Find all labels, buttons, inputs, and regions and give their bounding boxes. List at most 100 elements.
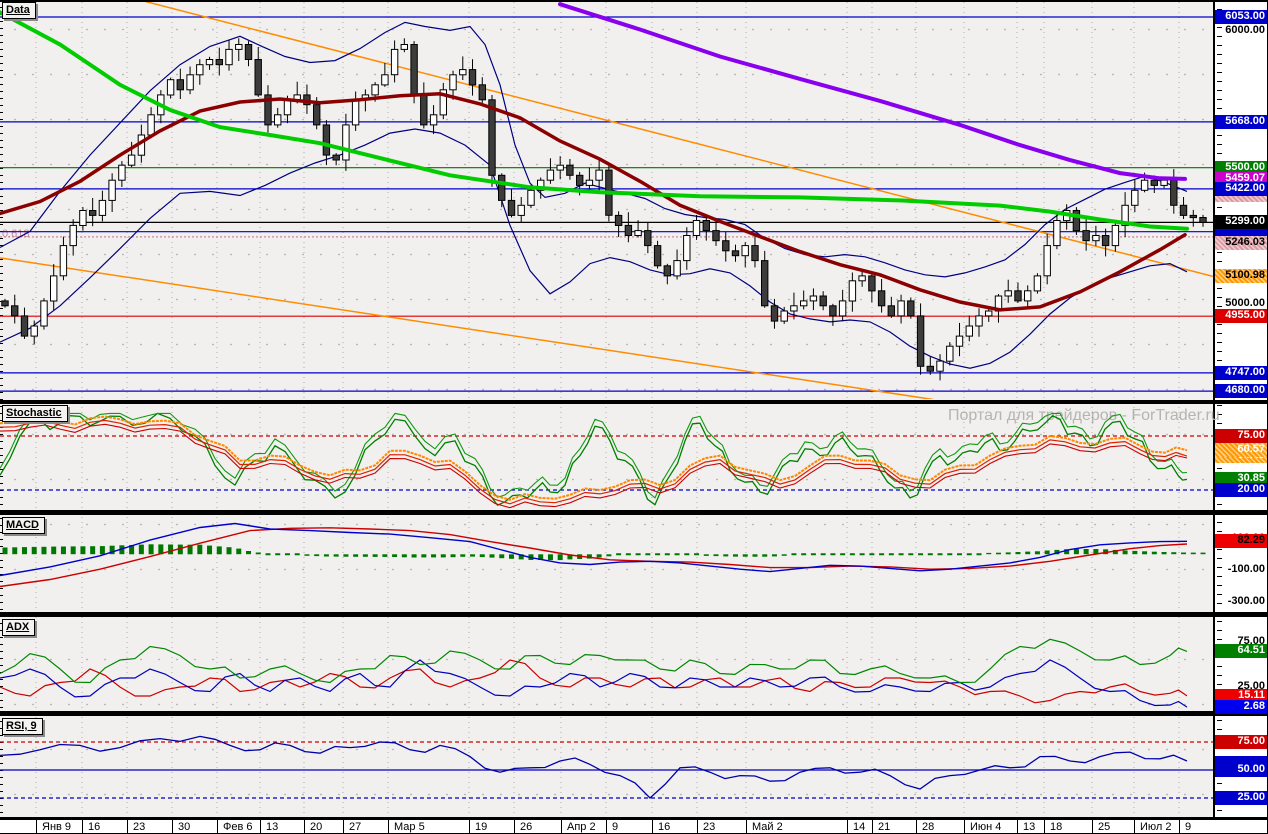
trendline-lower <box>0 257 935 399</box>
stoch-orange <box>0 415 1188 501</box>
price-tag-4680.00: 4680.00 <box>1215 384 1268 398</box>
ma-green <box>0 10 1189 231</box>
time-axis-label: 13 <box>266 821 279 833</box>
main-chart <box>0 2 1213 399</box>
time-axis-label: 26 <box>520 821 533 833</box>
rsi-line <box>0 735 1188 799</box>
price-axis[interactable] <box>1213 0 1268 819</box>
time-axis-tick <box>561 820 562 834</box>
trendline-upper <box>144 2 1213 278</box>
price-axis-ticks <box>1217 0 1222 819</box>
adx-line <box>0 638 1188 684</box>
time-axis-tick <box>1044 820 1045 834</box>
time-axis-label: 21 <box>878 821 891 833</box>
macd-panel <box>0 522 1206 588</box>
price-tag-5422.00: 5422.00 <box>1215 182 1268 196</box>
price-tag-5299.00: 5299.00 <box>1215 215 1268 229</box>
price-tag-4955.00: 4955.00 <box>1215 309 1268 323</box>
rsi-panel <box>0 735 1213 799</box>
time-axis-tick <box>697 820 698 834</box>
panel-separator[interactable] <box>0 711 1268 716</box>
time-axis-tick <box>304 820 305 834</box>
price-tag-5246.03: 5246.03 <box>1215 236 1268 250</box>
adx-minus-di <box>0 659 1188 704</box>
time-axis-tick <box>746 820 747 834</box>
panel-title-adx[interactable]: ADX <box>2 619 36 636</box>
panel-separator[interactable] <box>0 612 1268 617</box>
price-tag-4747.00: 4747.00 <box>1215 366 1268 380</box>
time-axis-tick <box>388 820 389 834</box>
time-axis-tick <box>82 820 83 834</box>
time-axis-tick <box>872 820 873 834</box>
ma-purple <box>558 2 1187 181</box>
time-axis-label: 27 <box>349 821 362 833</box>
time-axis-label: 30 <box>178 821 191 833</box>
time-axis-label: 23 <box>133 821 146 833</box>
price-tag-50.00: 50.00 <box>1215 763 1268 777</box>
price-tag-5668.00: 5668.00 <box>1215 115 1268 129</box>
time-axis-tick <box>847 820 848 834</box>
time-axis-label: 18 <box>1050 821 1063 833</box>
time-axis[interactable]: Янв 9 16 23 30 Фев 6 13 20 27 Мар 5 19 26 Апр 2 9 16 2… <box>0 819 1268 834</box>
time-axis-tick <box>606 820 607 834</box>
price-tag-6053.00: 6053.00 <box>1215 10 1268 24</box>
time-axis-label: 20 <box>310 821 323 833</box>
time-axis-label: 28 <box>922 821 935 833</box>
price-tag-25.00: 25.00 <box>1215 791 1268 805</box>
time-axis-label: Май 2 <box>752 821 783 833</box>
time-axis-label: 23 <box>703 821 716 833</box>
candles <box>1 38 1207 381</box>
price-tag-15.11: 15.11 <box>1215 689 1268 703</box>
panel-title-data[interactable]: Data <box>2 2 36 19</box>
panel-title-rsi[interactable]: RSI, 9 <box>2 718 43 735</box>
watermark: Портал для трейдеров - ForTrader.ru <box>948 407 1220 424</box>
time-axis-tick <box>1134 820 1135 834</box>
time-axis-tick <box>1179 820 1180 834</box>
time-axis-tick <box>260 820 261 834</box>
price-tag-30.85: 30.85 <box>1215 472 1268 486</box>
time-axis-label: Апр 2 <box>567 821 596 833</box>
price-tag-2.68: 2.68 <box>1215 700 1268 714</box>
left-axis-ticks <box>0 0 3 819</box>
ma-maroon <box>0 92 1187 312</box>
vertical-gridlines <box>35 2 1180 817</box>
time-axis-label: 25 <box>1098 821 1111 833</box>
time-axis-label: Июл 2 <box>1140 821 1172 833</box>
time-axis-tick <box>36 820 37 834</box>
time-axis-label: 9 <box>612 821 619 833</box>
macd-line <box>0 522 1188 577</box>
time-axis-tick <box>1092 820 1093 834</box>
price-tag-60.57: 60.57 <box>1215 443 1268 457</box>
time-axis-label: 19 <box>475 821 488 833</box>
price-tag-6000.00: 6000.00 <box>1225 24 1265 36</box>
panel-title-stochastic[interactable]: Stochastic <box>2 405 68 422</box>
price-tag-75.00: 75.00 <box>1215 735 1268 749</box>
time-axis-label: 16 <box>658 821 671 833</box>
time-axis-tick <box>514 820 515 834</box>
time-axis-label: 14 <box>853 821 866 833</box>
time-axis-tick <box>343 820 344 834</box>
time-axis-tick <box>916 820 917 834</box>
stoch-red-2 <box>0 423 1188 509</box>
panel-separator[interactable] <box>0 400 1268 404</box>
time-axis-tick <box>217 820 218 834</box>
time-axis-tick <box>1017 820 1018 834</box>
panel-separator <box>0 817 1268 819</box>
price-tag-82.29: 82.29 <box>1215 534 1268 548</box>
price-tag-75.00: 75.00 <box>1215 429 1268 443</box>
macd-signal <box>0 527 1188 588</box>
panel-title-macd[interactable]: MACD <box>2 517 45 534</box>
panel-separator[interactable] <box>0 510 1268 515</box>
time-axis-label: 9 <box>1185 821 1192 833</box>
price-tag--100.00: -100.00 <box>1227 563 1265 575</box>
time-axis-label: Янв 9 <box>42 821 72 833</box>
price-tag-5100.98: 5100.98 <box>1215 269 1268 283</box>
time-axis-tick <box>172 820 173 834</box>
time-axis-label: Мар 5 <box>394 821 425 833</box>
time-axis-tick <box>127 820 128 834</box>
stoch-red-1 <box>0 419 1188 505</box>
time-axis-label: 16 <box>88 821 101 833</box>
adx-plus-di <box>0 659 1188 708</box>
